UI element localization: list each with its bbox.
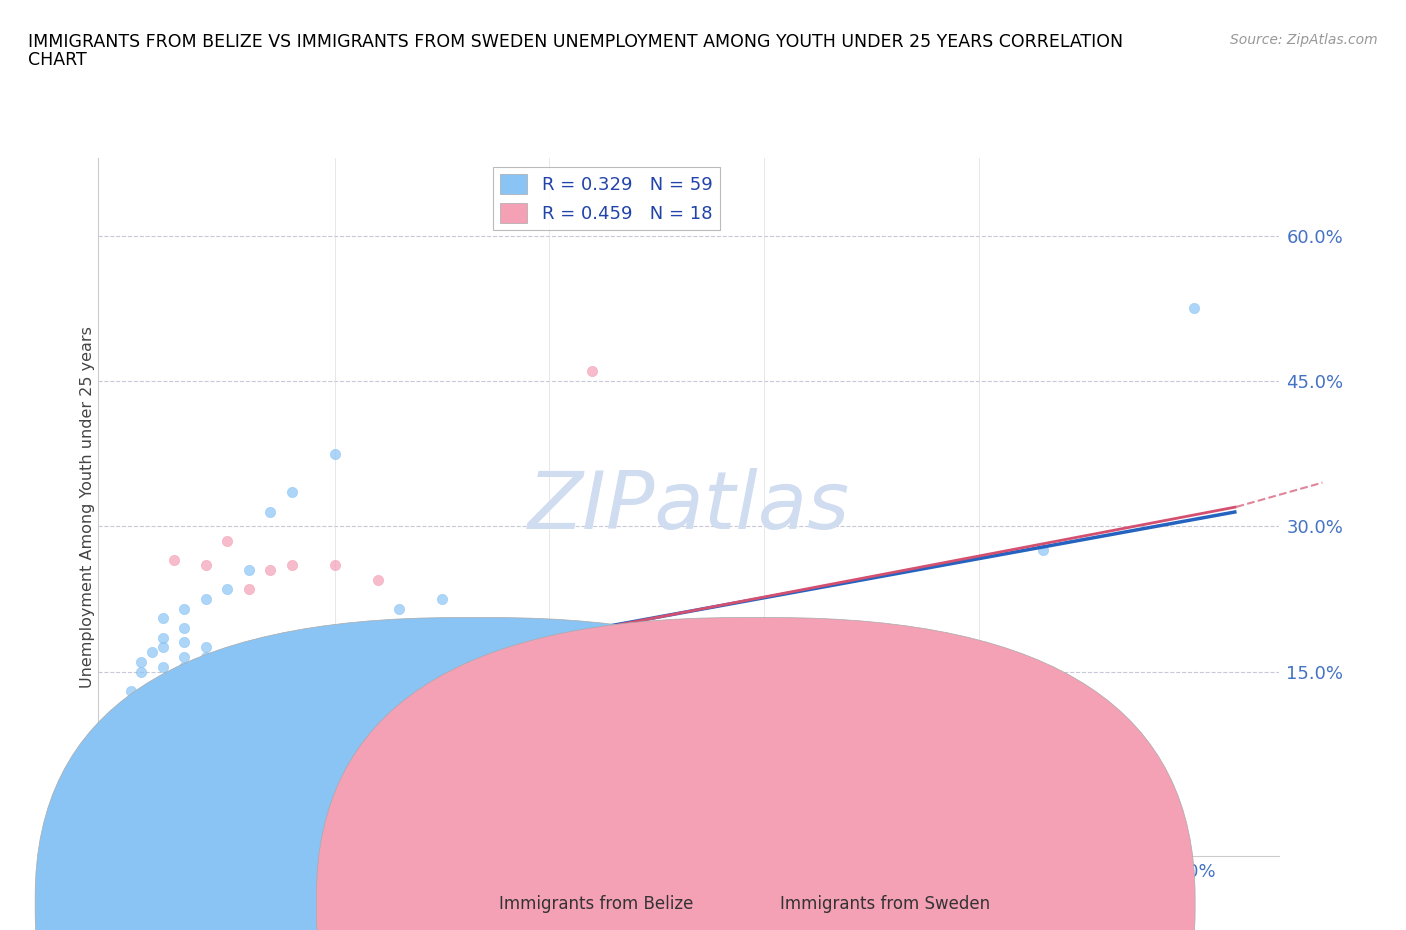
Point <box>259 659 281 674</box>
Text: CHART: CHART <box>28 51 87 69</box>
Point <box>495 693 517 708</box>
Point <box>1032 543 1054 558</box>
Point <box>173 620 195 635</box>
Point <box>344 620 367 635</box>
Point <box>581 364 603 379</box>
Point <box>173 659 195 674</box>
Point <box>967 673 990 688</box>
Point <box>194 558 217 573</box>
Point <box>344 659 367 674</box>
Point <box>152 611 174 626</box>
Point <box>238 659 260 674</box>
Point <box>988 688 1011 703</box>
Point <box>162 552 184 567</box>
Point <box>474 747 496 762</box>
Point <box>205 659 228 674</box>
Point <box>323 631 346 645</box>
Point <box>280 659 302 674</box>
Point <box>152 659 174 674</box>
Text: Immigrants from Belize: Immigrants from Belize <box>499 895 693 913</box>
Point <box>194 591 217 606</box>
Point <box>323 446 346 461</box>
Point <box>217 659 239 674</box>
Point <box>645 765 668 780</box>
Point <box>323 655 346 670</box>
Point <box>173 601 195 616</box>
Point <box>409 679 432 694</box>
Point <box>495 698 517 713</box>
Point <box>388 601 411 616</box>
Point <box>173 669 195 684</box>
Point <box>882 673 904 688</box>
Point <box>581 669 603 684</box>
Point <box>430 591 453 606</box>
Point <box>453 679 475 694</box>
Point <box>217 533 239 548</box>
Point <box>152 640 174 655</box>
Point <box>259 673 281 688</box>
Point <box>120 708 142 723</box>
Point <box>259 504 281 519</box>
Point <box>1139 771 1161 786</box>
Point <box>430 693 453 708</box>
Point <box>217 582 239 597</box>
Text: Immigrants from Sweden: Immigrants from Sweden <box>780 895 990 913</box>
Point <box>173 635 195 650</box>
Point <box>131 688 153 703</box>
Point <box>367 644 389 659</box>
Text: IMMIGRANTS FROM BELIZE VS IMMIGRANTS FROM SWEDEN UNEMPLOYMENT AMONG YOUTH UNDER : IMMIGRANTS FROM BELIZE VS IMMIGRANTS FRO… <box>28 33 1123 50</box>
Point <box>280 558 302 573</box>
Point <box>280 485 302 499</box>
Point <box>323 558 346 573</box>
Point <box>710 679 733 694</box>
Point <box>131 664 153 679</box>
Point <box>603 693 626 708</box>
Text: ZIPatlas: ZIPatlas <box>527 468 851 546</box>
Point <box>152 679 174 694</box>
Point <box>152 631 174 645</box>
Y-axis label: Unemployment Among Youth under 25 years: Unemployment Among Youth under 25 years <box>80 326 94 688</box>
Point <box>238 582 260 597</box>
Text: Source: ZipAtlas.com: Source: ZipAtlas.com <box>1230 33 1378 46</box>
Point <box>538 669 561 684</box>
Point <box>141 644 163 659</box>
Point <box>430 698 453 713</box>
Point <box>194 649 217 664</box>
Point <box>217 649 239 664</box>
Point <box>1182 300 1205 315</box>
Point <box>173 649 195 664</box>
Point <box>120 684 142 698</box>
Point <box>752 669 775 684</box>
Legend: R = 0.329   N = 59, R = 0.459   N = 18: R = 0.329 N = 59, R = 0.459 N = 18 <box>494 167 720 231</box>
Point <box>302 655 325 670</box>
Point <box>775 693 797 708</box>
Point <box>194 640 217 655</box>
Point <box>238 563 260 578</box>
Point <box>817 737 839 751</box>
Point <box>367 572 389 587</box>
Point <box>184 659 207 674</box>
Point <box>131 655 153 670</box>
Point <box>259 649 281 664</box>
Point <box>162 673 184 688</box>
Point <box>302 631 325 645</box>
Point <box>967 737 990 751</box>
Point <box>194 664 217 679</box>
Point <box>259 563 281 578</box>
Point <box>302 631 325 645</box>
